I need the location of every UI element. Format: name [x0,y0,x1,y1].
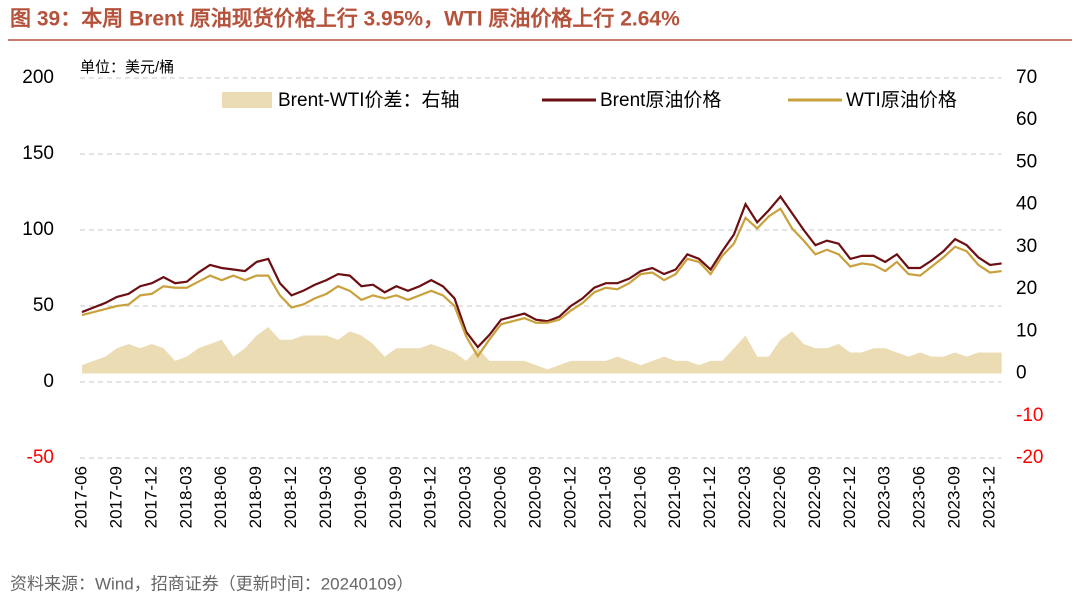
x-tick-label: 2021-12 [700,466,719,528]
x-tick-label: 2018-03 [176,466,195,528]
price-line [81,207,1002,359]
x-tick-label: 2018-09 [246,466,265,528]
y2-tick-label: 20 [1016,278,1037,299]
x-tick-label: 2023-06 [910,466,929,528]
y2-tick-label: -20 [1016,447,1043,468]
x-tick-label: 2022-09 [805,466,824,528]
x-tick-label: 2017-06 [71,466,90,528]
y2-tick-label: 40 [1016,194,1037,215]
x-tick-label: 2020-03 [456,466,475,528]
y-tick-label: 150 [22,143,54,164]
x-tick-label: 2019-12 [421,466,440,528]
y-tick-label: -50 [27,447,54,468]
x-tick-label: 2023-03 [875,466,894,528]
x-tick-label: 2021-03 [595,466,614,528]
x-tick-label: 2017-12 [141,466,160,528]
legend-label: Brent-WTI价差：右轴 [278,89,460,111]
x-tick-label: 2022-03 [735,466,754,528]
legend-label: Brent原油价格 [600,89,721,111]
y2-tick-label: 30 [1016,236,1037,257]
y2-tick-label: -10 [1016,405,1043,426]
y2-tick-label: 60 [1016,109,1037,130]
y-tick-label: 50 [33,295,54,316]
y-tick-label: 100 [22,219,54,240]
source: 资料来源：Wind，招商证券（更新时间：20240109） [10,574,413,593]
y-tick-label: 0 [43,371,54,392]
y2-tick-label: 0 [1016,363,1027,384]
x-tick-label: 2023-12 [979,466,998,528]
x-tick-label: 2022-06 [770,466,789,528]
x-tick-label: 2023-09 [945,466,964,528]
x-tick-label: 2021-09 [665,466,684,528]
x-tick-label: 2018-06 [211,466,230,528]
x-tick-label: 2021-06 [630,466,649,528]
chart-title: 图 39：本周 Brent 原油现货价格上行 3.95%，WTI 原油价格上行 … [10,7,680,31]
legend-swatch [222,92,272,108]
x-tick-label: 2020-12 [560,466,579,528]
spread-area [82,327,1002,374]
x-tick-label: 2018-12 [281,466,300,528]
x-tick-label: 2020-06 [491,466,510,528]
y-tick-label: 200 [22,67,54,88]
x-tick-label: 2020-09 [525,466,544,528]
y2-tick-label: 10 [1016,320,1037,341]
x-tick-label: 2019-03 [316,466,335,528]
price-line [81,194,1002,349]
x-tick-label: 2022-12 [840,466,859,528]
x-tick-label: 2019-09 [386,466,405,528]
x-tick-label: 2017-09 [106,466,125,528]
legend-label: WTI原油价格 [846,89,957,111]
x-tick-label: 2019-06 [351,466,370,528]
unit-label: 单位：美元/桶 [80,59,174,76]
y2-tick-label: 50 [1016,151,1037,172]
y2-tick-label: 70 [1016,67,1037,88]
